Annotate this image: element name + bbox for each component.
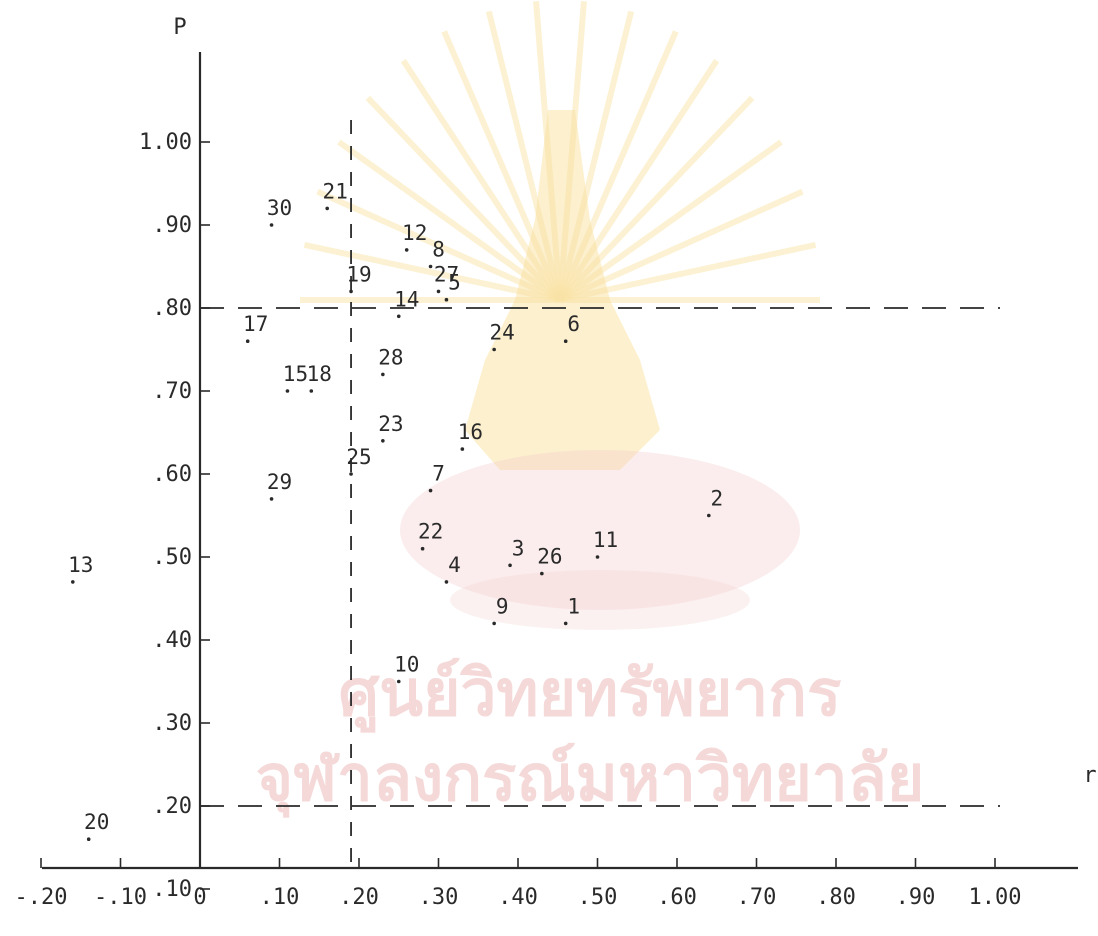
data-point-label-3: 3 — [512, 536, 525, 560]
data-point-24 — [492, 347, 496, 352]
data-point-6 — [563, 339, 568, 344]
data-point-label-27: 27 — [434, 262, 459, 286]
x-tick-label: .40 — [498, 885, 538, 910]
data-point-16 — [460, 447, 465, 451]
data-point-label-6: 6 — [567, 312, 580, 336]
data-point-2 — [707, 513, 711, 518]
data-point-label-25: 25 — [346, 445, 371, 469]
data-point-label-8: 8 — [432, 238, 445, 262]
data-point-20 — [86, 837, 91, 841]
data-point-label-5: 5 — [448, 271, 461, 295]
data-point-18 — [309, 389, 314, 393]
data-point-label-7: 7 — [432, 462, 445, 486]
data-point-9 — [492, 621, 496, 626]
data-point-label-18: 18 — [307, 362, 332, 386]
data-point-13 — [71, 580, 75, 584]
data-point-label-23: 23 — [378, 412, 403, 436]
data-point-label-9: 9 — [496, 594, 509, 618]
data-point-label-16: 16 — [458, 420, 483, 444]
y-tick-label: .10 — [152, 877, 192, 902]
data-point-27 — [436, 289, 441, 294]
x-tick-label: .90 — [896, 885, 936, 910]
data-point-4 — [444, 580, 449, 584]
x-tick-label: .60 — [657, 885, 697, 910]
y-tick-label: .20 — [152, 794, 192, 819]
data-point-label-20: 20 — [84, 810, 109, 834]
x-tick-label: .20 — [339, 885, 379, 910]
data-point-23 — [381, 439, 385, 443]
y-axis-title: P — [173, 15, 186, 40]
data-point-label-21: 21 — [323, 179, 348, 203]
data-point-label-14: 14 — [394, 287, 419, 311]
x-tick-label: .80 — [816, 885, 856, 910]
data-point-21 — [325, 206, 330, 211]
data-point-label-19: 19 — [346, 262, 371, 286]
data-point-label-13: 13 — [68, 553, 93, 577]
data-point-label-26: 26 — [537, 545, 562, 569]
data-point-label-22: 22 — [418, 520, 443, 544]
data-point-label-24: 24 — [490, 321, 515, 345]
data-point-label-4: 4 — [448, 553, 461, 577]
data-point-label-12: 12 — [402, 221, 427, 245]
x-tick-label: .10 — [260, 885, 300, 910]
data-point-8 — [428, 264, 433, 269]
data-point-14 — [396, 314, 401, 319]
data-point-26 — [540, 571, 544, 576]
data-point-12 — [404, 248, 409, 252]
x-tick-label: .50 — [578, 885, 618, 910]
x-tick-label: -.10 — [94, 885, 147, 910]
data-point-label-10: 10 — [394, 653, 419, 677]
y-tick-label: .50 — [152, 545, 192, 570]
y-tick-label: .90 — [152, 213, 192, 238]
data-point-22 — [420, 546, 425, 551]
data-point-5 — [444, 297, 449, 302]
data-point-label-11: 11 — [593, 528, 618, 552]
axes — [42, 52, 1078, 870]
data-point-7 — [428, 488, 433, 493]
data-point-17 — [245, 339, 250, 344]
data-point-30 — [269, 223, 274, 227]
data-point-label-15: 15 — [283, 362, 308, 386]
data-point-3 — [508, 563, 512, 568]
data-point-19 — [349, 289, 353, 294]
data-point-25 — [349, 472, 353, 476]
data-point-1 — [563, 621, 568, 626]
x-tick-label: .30 — [419, 885, 459, 910]
x-axis-title: r — [1083, 763, 1096, 788]
reference-lines — [200, 120, 1000, 868]
data-points: 1234567891011121314151617181920212223242… — [68, 179, 723, 841]
data-point-29 — [269, 497, 274, 501]
data-point-label-17: 17 — [243, 312, 268, 336]
data-point-label-30: 30 — [267, 196, 292, 220]
data-point-label-29: 29 — [267, 470, 292, 494]
data-point-15 — [285, 389, 290, 393]
y-tick-label: .30 — [152, 711, 192, 736]
data-point-11 — [595, 555, 600, 559]
y-tick-label: .40 — [152, 628, 192, 653]
data-point-28 — [381, 372, 385, 377]
y-tick-label: .60 — [152, 462, 192, 487]
data-point-label-2: 2 — [710, 487, 723, 511]
y-tick-label: .80 — [152, 296, 192, 321]
data-point-label-1: 1 — [567, 594, 580, 618]
y-tick-label: .70 — [152, 379, 192, 404]
x-tick-label: 0 — [193, 885, 206, 910]
y-tick-label: 1.00 — [139, 130, 192, 155]
x-tick-label: .70 — [737, 885, 777, 910]
tick-labels: .10 .20 .30 .40 .50 .60 .70 .80 .90 1.00 -.20 -.10 0… — [15, 130, 1022, 910]
data-point-label-28: 28 — [378, 345, 403, 369]
x-tick-label: 1.00 — [969, 885, 1022, 910]
data-point-10 — [396, 679, 401, 684]
x-tick-label: -.20 — [15, 885, 68, 910]
